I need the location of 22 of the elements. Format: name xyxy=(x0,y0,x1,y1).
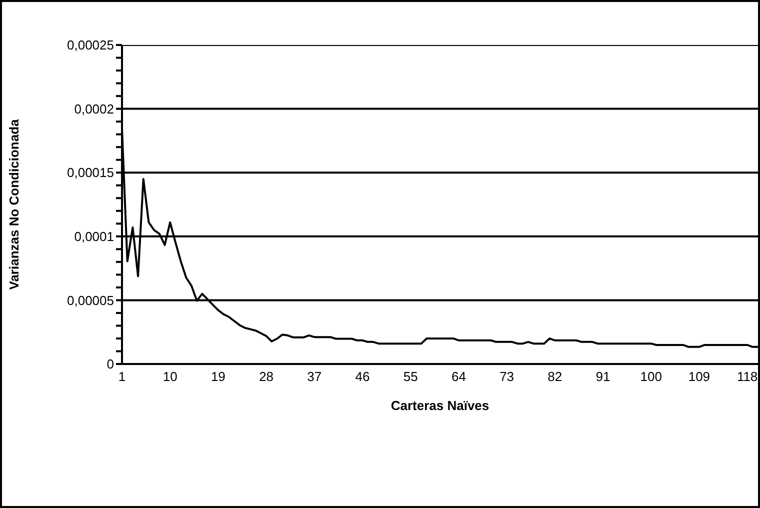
y-axis-title: Varianzas No Condicionada xyxy=(6,118,22,290)
y-tick-label: 0,0002 xyxy=(74,101,114,116)
y-tick-label: 0,0001 xyxy=(74,229,114,244)
x-tick-label: 118 xyxy=(736,369,758,384)
y-tick-label: 0,00005 xyxy=(67,292,114,308)
x-tick-label: 1 xyxy=(118,369,126,384)
x-tick-label: 73 xyxy=(500,369,514,384)
x-tick-label: 100 xyxy=(640,369,662,384)
x-axis-title: Carteras Naïves xyxy=(390,398,490,413)
y-tick-label: 0,00025 xyxy=(67,38,114,53)
x-tick-label: 82 xyxy=(548,369,562,384)
x-tick-label: 109 xyxy=(688,369,710,384)
x-tick-label: 19 xyxy=(210,369,226,384)
x-tick-label: 28 xyxy=(259,369,274,384)
y-tick-label: 0 xyxy=(106,356,114,372)
x-tick-label: 37 xyxy=(307,369,322,384)
x-tick-label: 55 xyxy=(403,369,418,384)
x-tick-label: 64 xyxy=(451,369,466,384)
x-tick-label: 10 xyxy=(162,369,178,384)
x-tick-label: 91 xyxy=(596,369,610,384)
y-tick-label: 0,00015 xyxy=(67,165,114,180)
x-tick-label: 46 xyxy=(355,369,370,384)
